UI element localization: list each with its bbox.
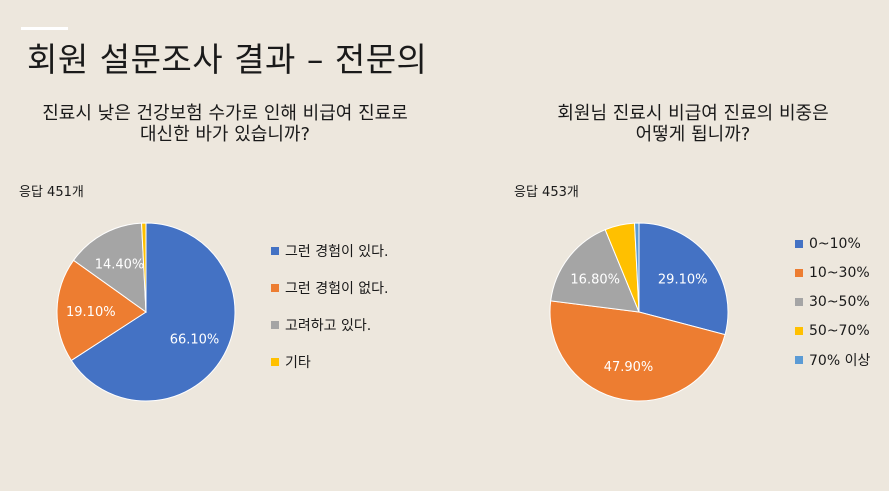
chart-1-slice-1 — [70, 222, 236, 402]
chart-2-legend-swatch — [795, 356, 803, 364]
chart-1-legend-label: 기타 — [285, 355, 311, 371]
chart-2-legend-label: 50~70% — [809, 323, 870, 339]
chart-1-slice-2 — [56, 259, 147, 362]
chart-1-title: 진료시 낮은 건강보험 수가로 인해 비급여 진료로 대신한 바가 있습니까? — [10, 103, 440, 145]
chart-1-data-label-2: 19.10% — [66, 305, 116, 320]
chart-1-legend-swatch — [271, 321, 279, 329]
chart-2-slice-2 — [549, 300, 726, 402]
chart-2-data-label-3: 16.80% — [570, 273, 620, 288]
chart-1-legend-swatch — [271, 247, 279, 255]
chart-1-legend-item: 그런 경험이 없다. — [271, 277, 389, 299]
chart-1-legend-swatch — [271, 284, 279, 292]
chart-1-legend-swatch — [271, 358, 279, 366]
chart-2-legend-label: 0~10% — [809, 236, 861, 252]
chart-2-title-line-2: 어떻게 됩니까? — [635, 124, 751, 145]
chart-1-legend-item: 고려하고 있다. — [271, 314, 389, 336]
chart-1-slice-3 — [72, 222, 147, 314]
chart-2-legend-swatch — [795, 240, 803, 248]
chart-2-title-line-1: 회원님 진료시 비급여 진료의 비중은 — [557, 103, 829, 124]
chart-1-title-line-2: 대신한 바가 있습니까? — [139, 124, 311, 145]
chart-1-legend-label: 그런 경험이 있다. — [285, 244, 389, 260]
chart-1-legend-label: 그런 경험이 없다. — [285, 281, 389, 297]
title-accent-bar — [21, 27, 68, 30]
chart-2-legend-item: 50~70% — [795, 320, 870, 342]
chart-2-legend-swatch — [795, 327, 803, 335]
chart-2-title: 회원님 진료시 비급여 진료의 비중은 어떻게 됩니까? — [487, 103, 889, 145]
slide-title: 회원 설문조사 결과 – 전문의 — [27, 40, 428, 79]
chart-2-data-label-2: 47.90% — [604, 360, 654, 375]
chart-2-legend-label: 70% 이상 — [809, 353, 871, 369]
chart-1-legend: 그런 경험이 있다. 그런 경험이 없다. 고려하고 있다. 기타 — [271, 240, 389, 388]
chart-2-data-label-1: 29.10% — [658, 272, 708, 287]
chart-1-respondent-count: 응답 451개 — [19, 185, 84, 200]
chart-2-slice-5 — [634, 222, 640, 313]
chart-1-legend-item: 그런 경험이 있다. — [271, 240, 389, 262]
chart-2-legend-item: 0~10% — [795, 233, 870, 255]
chart-1-data-label-3: 14.40% — [95, 258, 145, 273]
chart-2-legend-label: 30~50% — [809, 294, 870, 310]
chart-1-data-label-1: 66.10% — [170, 332, 220, 347]
chart-2-legend-swatch — [795, 269, 803, 277]
chart-1-legend-label: 고려하고 있다. — [285, 318, 372, 334]
chart-1-title-line-1: 진료시 낮은 건강보험 수가로 인해 비급여 진료로 — [42, 103, 408, 124]
chart-2-slice-3 — [550, 229, 640, 313]
chart-1-slice-4 — [141, 222, 147, 313]
chart-2-legend-item: 10~30% — [795, 262, 870, 284]
chart-2-legend-label: 10~30% — [809, 265, 870, 281]
chart-2-slice-1 — [638, 222, 729, 336]
chart-2-legend: 0~10% 10~30% 30~50% 50~70% 70% 이상 — [795, 233, 870, 378]
chart-1-legend-item: 기타 — [271, 351, 389, 373]
chart-2-legend-item: 70% 이상 — [795, 349, 870, 371]
chart-2-legend-swatch — [795, 298, 803, 306]
chart-2-respondent-count: 응답 453개 — [514, 185, 579, 200]
chart-2-legend-item: 30~50% — [795, 291, 870, 313]
